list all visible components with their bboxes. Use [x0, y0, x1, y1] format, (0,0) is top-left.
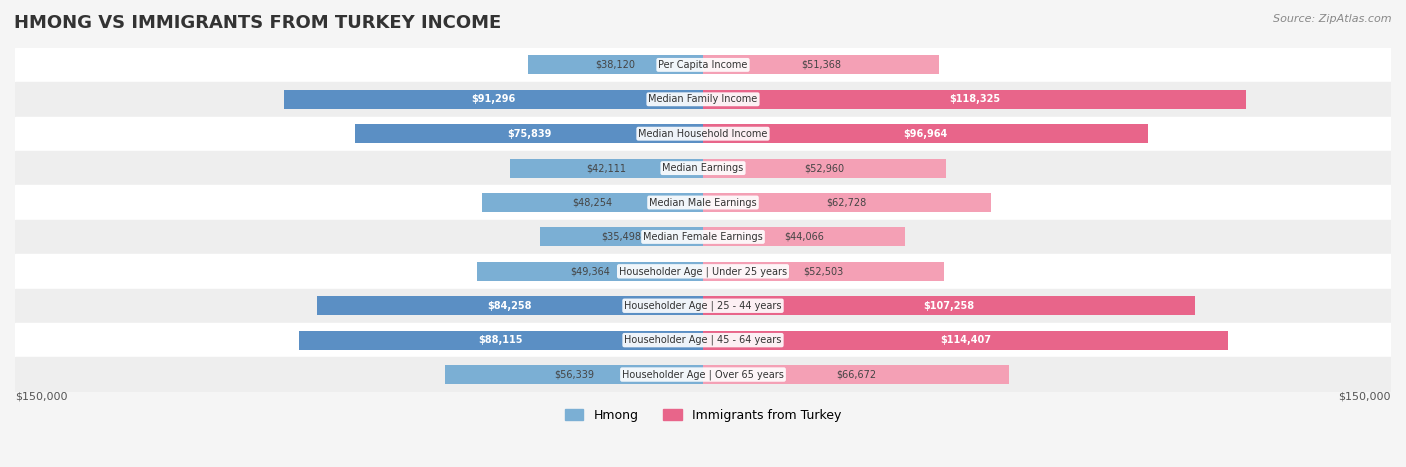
- Text: $44,066: $44,066: [785, 232, 824, 242]
- Text: $48,254: $48,254: [572, 198, 613, 207]
- Bar: [510, 159, 703, 177]
- Text: $96,964: $96,964: [903, 129, 948, 139]
- Bar: [703, 331, 1227, 350]
- Text: $114,407: $114,407: [939, 335, 991, 345]
- Text: $150,000: $150,000: [15, 392, 67, 402]
- Bar: [482, 193, 703, 212]
- Text: $56,339: $56,339: [554, 369, 593, 380]
- Bar: [703, 262, 943, 281]
- Text: $35,498: $35,498: [602, 232, 641, 242]
- Bar: [703, 124, 1147, 143]
- Text: $42,111: $42,111: [586, 163, 627, 173]
- Text: $84,258: $84,258: [488, 301, 531, 311]
- Bar: [15, 357, 1391, 392]
- Text: $88,115: $88,115: [478, 335, 523, 345]
- Text: Median Earnings: Median Earnings: [662, 163, 744, 173]
- Text: Median Female Earnings: Median Female Earnings: [643, 232, 763, 242]
- Text: $62,728: $62,728: [827, 198, 868, 207]
- Bar: [703, 227, 905, 247]
- Text: Median Male Earnings: Median Male Earnings: [650, 198, 756, 207]
- Text: Median Family Income: Median Family Income: [648, 94, 758, 104]
- Bar: [15, 151, 1391, 185]
- Text: Householder Age | 25 - 44 years: Householder Age | 25 - 44 years: [624, 300, 782, 311]
- Text: $75,839: $75,839: [508, 129, 551, 139]
- Bar: [703, 90, 1246, 109]
- Text: Householder Age | Over 65 years: Householder Age | Over 65 years: [621, 369, 785, 380]
- Bar: [15, 289, 1391, 323]
- Bar: [356, 124, 703, 143]
- Bar: [15, 48, 1391, 82]
- Text: Median Household Income: Median Household Income: [638, 129, 768, 139]
- Bar: [299, 331, 703, 350]
- Legend: Hmong, Immigrants from Turkey: Hmong, Immigrants from Turkey: [560, 404, 846, 427]
- Text: Source: ZipAtlas.com: Source: ZipAtlas.com: [1274, 14, 1392, 24]
- Bar: [703, 365, 1008, 384]
- Text: $38,120: $38,120: [596, 60, 636, 70]
- Text: Householder Age | 45 - 64 years: Householder Age | 45 - 64 years: [624, 335, 782, 346]
- Bar: [316, 296, 703, 315]
- Bar: [15, 323, 1391, 357]
- Bar: [15, 254, 1391, 289]
- Bar: [529, 56, 703, 74]
- Bar: [540, 227, 703, 247]
- Bar: [15, 82, 1391, 116]
- Bar: [703, 193, 991, 212]
- Text: $52,503: $52,503: [803, 266, 844, 276]
- Text: $66,672: $66,672: [835, 369, 876, 380]
- Bar: [703, 296, 1195, 315]
- Bar: [444, 365, 703, 384]
- Text: $107,258: $107,258: [924, 301, 974, 311]
- Bar: [15, 116, 1391, 151]
- Text: Householder Age | Under 25 years: Householder Age | Under 25 years: [619, 266, 787, 276]
- Bar: [703, 159, 946, 177]
- Bar: [15, 185, 1391, 219]
- Text: HMONG VS IMMIGRANTS FROM TURKEY INCOME: HMONG VS IMMIGRANTS FROM TURKEY INCOME: [14, 14, 502, 32]
- Text: $49,364: $49,364: [569, 266, 610, 276]
- Text: $52,960: $52,960: [804, 163, 845, 173]
- Text: Per Capita Income: Per Capita Income: [658, 60, 748, 70]
- Text: $51,368: $51,368: [801, 60, 841, 70]
- Text: $91,296: $91,296: [471, 94, 516, 104]
- Bar: [703, 56, 939, 74]
- Text: $118,325: $118,325: [949, 94, 1000, 104]
- Bar: [477, 262, 703, 281]
- Bar: [284, 90, 703, 109]
- Text: $150,000: $150,000: [1339, 392, 1391, 402]
- Bar: [15, 219, 1391, 254]
